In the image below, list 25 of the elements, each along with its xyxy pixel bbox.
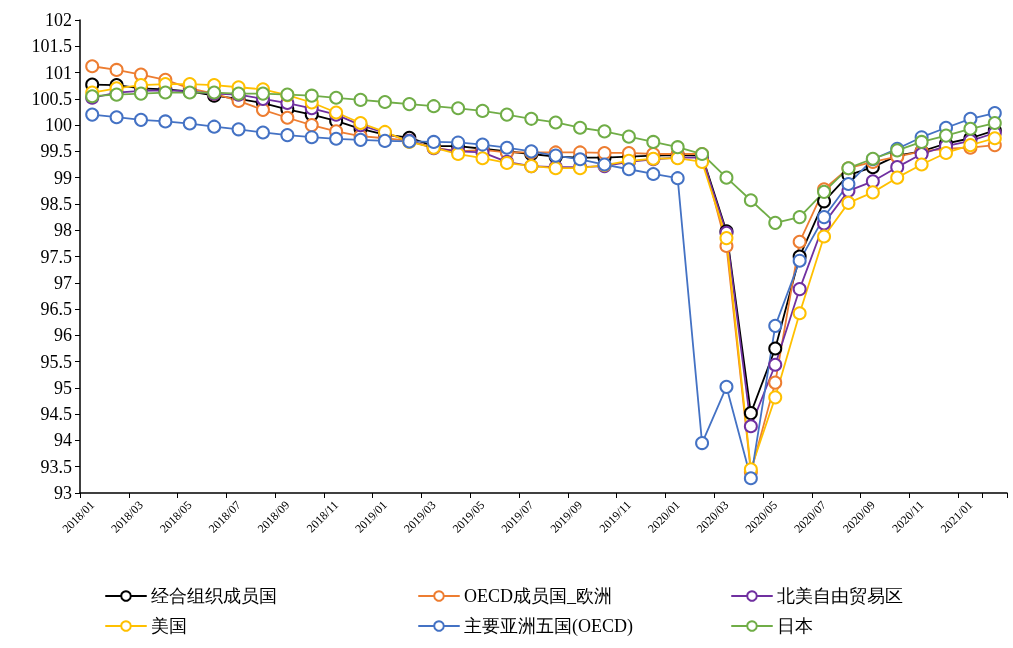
legend-label: 美国	[151, 616, 187, 636]
y-tick-label: 98.5	[40, 193, 72, 214]
legend-label: 北美自由贸易区	[777, 586, 903, 606]
y-tick-label: 99	[54, 167, 72, 188]
y-tick-label: 94	[54, 430, 72, 451]
y-tick-label: 97.5	[40, 246, 72, 267]
y-tick-label: 100.5	[31, 88, 72, 109]
y-tick-label: 101	[45, 62, 72, 83]
y-tick-label: 94.5	[40, 404, 72, 425]
y-tick-label: 95	[54, 377, 72, 398]
y-tick-label: 99.5	[40, 141, 72, 162]
y-tick-label: 101.5	[31, 36, 72, 57]
y-tick-label: 93	[54, 483, 72, 503]
y-tick-label: 93.5	[40, 456, 72, 477]
y-tick-label: 95.5	[40, 351, 72, 372]
legend-label: 经合组织成员国	[151, 586, 277, 606]
y-tick-label: 96	[54, 325, 72, 346]
y-tick-label: 100	[45, 115, 72, 136]
y-tick-label: 102	[45, 10, 72, 30]
y-tick-label: 98	[54, 220, 72, 241]
legend-label: OECD成员国_欧洲	[464, 586, 612, 606]
y-tick-label: 97	[54, 272, 72, 293]
y-tick-label: 96.5	[40, 299, 72, 320]
legend-label: 日本	[777, 616, 813, 636]
legend-label: 主要亚洲五国(OECD)	[464, 616, 633, 637]
